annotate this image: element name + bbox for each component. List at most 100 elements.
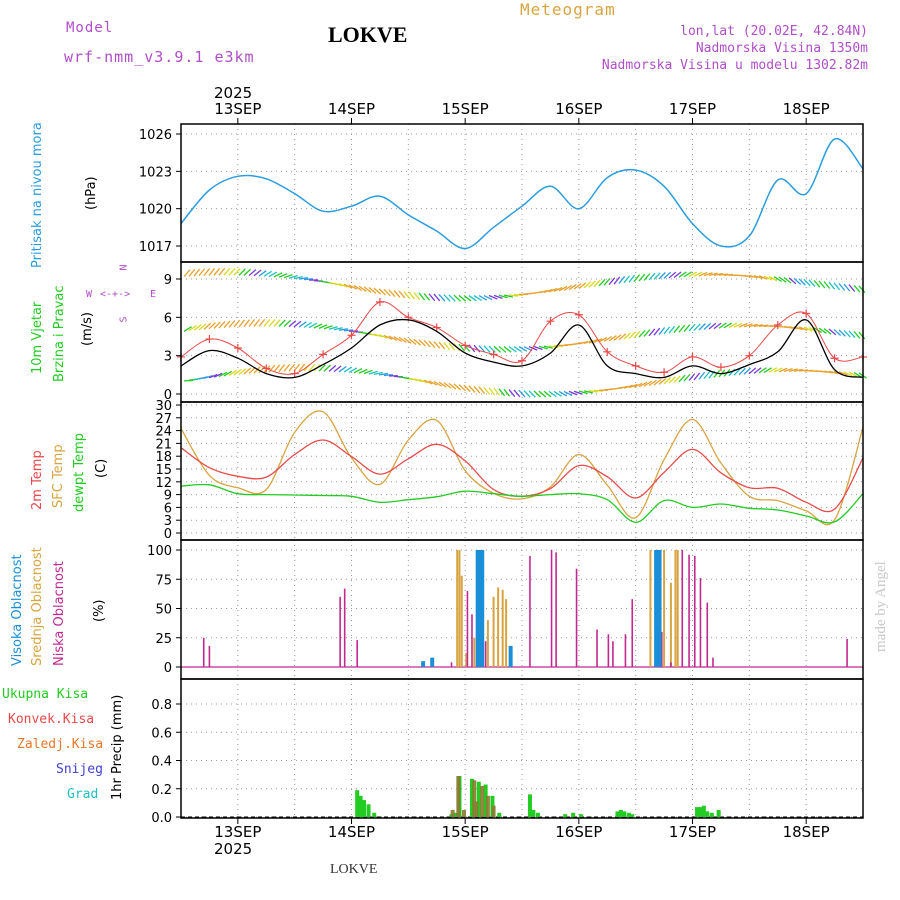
wind-arrow <box>238 319 246 328</box>
low-cloud-bar <box>208 645 211 667</box>
low-cloud-bar <box>450 662 453 667</box>
wind-arrow <box>623 384 633 389</box>
wind-arrow <box>688 271 698 278</box>
wind-arrow <box>468 385 476 393</box>
date-label-bottom: 13SEP <box>214 823 261 841</box>
wind-arrow <box>843 329 851 338</box>
wind-arrow <box>313 323 323 329</box>
compass-south: S <box>118 316 130 323</box>
y-tick-label: 75 <box>155 573 172 588</box>
precip-conv-bar <box>485 795 490 817</box>
compass-east: E <box>150 289 157 300</box>
mid-cloud-bar <box>501 589 504 667</box>
y-tick-label: 0.0 <box>151 811 172 826</box>
low-cloud-bar <box>607 634 610 667</box>
wind-arrow <box>623 275 631 284</box>
wind-arrow <box>818 280 826 289</box>
wind-arrow <box>353 368 363 374</box>
wind-arrow <box>483 345 491 353</box>
wind-arrow <box>643 329 651 337</box>
wind-arrow <box>598 337 608 343</box>
low-cloud-bar <box>612 641 614 667</box>
wind-arrow <box>603 336 612 342</box>
y-tick-label: 0.2 <box>151 783 172 798</box>
wind-arrow <box>673 271 682 279</box>
y-tick-label: 21 <box>155 437 172 452</box>
panel-frame <box>180 678 864 819</box>
wind-arrow <box>788 277 797 285</box>
wind-arrow <box>363 286 372 293</box>
wind-arrow <box>618 385 628 390</box>
wind-arrow <box>518 346 528 352</box>
wind-arrow <box>243 367 252 375</box>
wind-arrow <box>398 290 406 299</box>
date-label-top: 17SEP <box>669 100 716 118</box>
wind-gust-marker <box>518 356 526 365</box>
low-cloud-bar <box>343 588 346 667</box>
y-tick-label: 0 <box>164 388 172 403</box>
wind-arrow <box>543 390 552 398</box>
mid-cloud-bar <box>663 550 666 667</box>
precip-total-bar <box>615 811 620 817</box>
wind-arrow <box>383 373 394 377</box>
wind-arrow <box>493 387 501 396</box>
wind-arrow <box>358 368 368 374</box>
wind-arrow <box>433 380 443 387</box>
wind-arrow <box>733 368 741 376</box>
wind-arrow <box>368 370 378 375</box>
wind-arrow <box>713 272 723 276</box>
mid-cloud-bar <box>473 637 476 667</box>
wind-arrow <box>843 371 853 377</box>
wind-arrow <box>373 287 382 295</box>
high-cloud-bar <box>480 550 485 667</box>
mid-cloud-bar <box>460 575 463 667</box>
wind-arrow <box>538 289 548 294</box>
wind-arrow <box>848 371 858 378</box>
wind-arrow <box>513 293 524 296</box>
wind-arrow <box>253 318 261 327</box>
wind-arrow <box>503 388 511 397</box>
wind-arrow <box>778 367 788 373</box>
precip-total-bar <box>372 812 377 817</box>
wind-arrow <box>653 272 661 280</box>
wind-arrow <box>613 276 621 285</box>
y-tick-label: 15 <box>155 463 172 478</box>
legend-zaledj: Zaledj.Kisa <box>17 737 104 752</box>
wind-arrow <box>483 295 493 301</box>
temp-dewpt-line <box>180 483 864 524</box>
wind-arrow <box>543 345 553 349</box>
wind-arrow <box>788 325 798 330</box>
wind-arrow <box>308 363 316 372</box>
wind-arrow <box>748 274 758 279</box>
y-tick-label: 18 <box>155 450 172 465</box>
wind-arrow <box>683 324 691 332</box>
y-tick-label: 0 <box>164 661 172 676</box>
wind-arrow <box>548 390 557 398</box>
wind-arrow <box>748 367 757 375</box>
compass-cross: <-+-> <box>100 289 131 300</box>
wind-arrow <box>213 267 221 276</box>
wind-arrow <box>493 294 503 300</box>
wind-arrow <box>798 278 806 286</box>
wind-arrow <box>498 294 508 299</box>
wind-arrow <box>638 273 646 282</box>
wind-arrow <box>793 368 803 372</box>
precip-total-bar <box>355 790 360 817</box>
wind-arrow <box>613 334 622 341</box>
precip-total-bar <box>358 795 363 817</box>
wind-arrow <box>183 269 191 278</box>
high-cloud-bar <box>654 550 659 667</box>
wind-arrow <box>743 323 753 328</box>
wind-arrow <box>288 363 296 372</box>
wind-arrow <box>528 346 538 351</box>
y-tick-label: 1020 <box>139 203 172 218</box>
wind-arrow <box>263 270 272 277</box>
wind-arrow <box>628 274 636 283</box>
wind-arrow <box>318 324 328 329</box>
precip-conv-bar <box>480 785 485 817</box>
precip-total-bar <box>535 812 540 817</box>
wind-arrow <box>533 390 542 398</box>
wind-arrow <box>818 327 827 334</box>
mid-cloud-bar <box>674 550 677 667</box>
